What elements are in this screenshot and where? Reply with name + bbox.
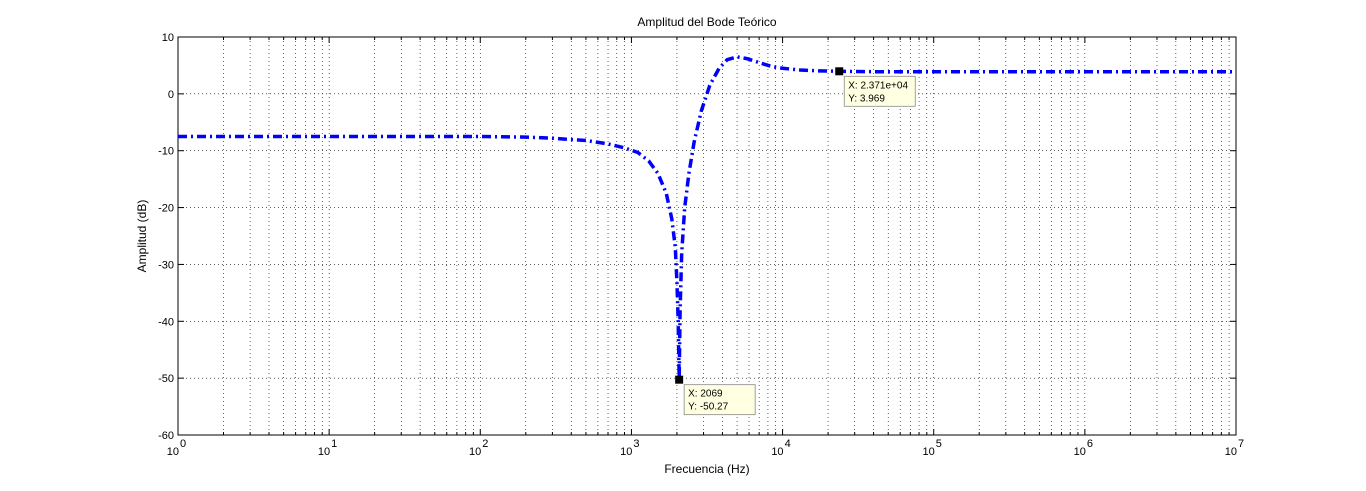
x-tick-label-exponent: 2 [482, 438, 488, 450]
x-tick-label-base: 10 [167, 446, 179, 458]
y-tick-label: -10 [158, 146, 174, 158]
plot-background [178, 37, 1236, 435]
y-tick-label: -30 [158, 259, 174, 271]
datatip-box [843, 75, 916, 107]
x-axis-label: Frecuencia (Hz) [664, 462, 749, 476]
chart-title: Amplitud del Bode Teórico [637, 15, 777, 29]
datatip-y-label: Y: -50.27 [688, 402, 728, 413]
x-tick-label-exponent: 0 [180, 438, 186, 450]
y-tick-label: 10 [162, 32, 174, 44]
datatip-x-label: X: 2.371e+04 [848, 80, 908, 91]
y-axis-label: Amplitud (dB) [135, 200, 149, 273]
datatip-marker [835, 67, 844, 76]
x-tick-label-base: 10 [620, 446, 632, 458]
datatip-x-label: X: 2069 [688, 389, 723, 400]
series-line [178, 55, 1236, 382]
x-tick-label-base: 10 [771, 446, 783, 458]
datatip-box [683, 384, 756, 416]
x-tick-label-base: 10 [922, 446, 934, 458]
y-tick-label: 0 [168, 89, 174, 101]
x-tick-label-exponent: 4 [785, 438, 791, 450]
x-tick-label-base: 10 [1074, 446, 1086, 458]
datatip-y-label: Y: 3.969 [848, 93, 885, 104]
plot-area: 100101102103104105106107100-10-20-30-40-… [158, 32, 1244, 458]
datatip-marker [675, 375, 684, 384]
x-tick-label-exponent: 5 [936, 438, 942, 450]
y-tick-label: -40 [158, 316, 174, 328]
x-tick-label-exponent: 6 [1087, 438, 1093, 450]
x-tick-label-base: 10 [318, 446, 330, 458]
y-tick-label: -60 [158, 430, 174, 442]
x-tick-label-exponent: 3 [633, 438, 639, 450]
y-tick-label: -50 [158, 373, 174, 385]
x-tick-label-base: 10 [1225, 446, 1237, 458]
y-tick-label: -20 [158, 203, 174, 215]
axes-box [177, 36, 1237, 436]
x-tick-label-exponent: 1 [331, 438, 337, 450]
x-tick-label-base: 10 [469, 446, 481, 458]
x-tick-label-exponent: 7 [1238, 438, 1244, 450]
